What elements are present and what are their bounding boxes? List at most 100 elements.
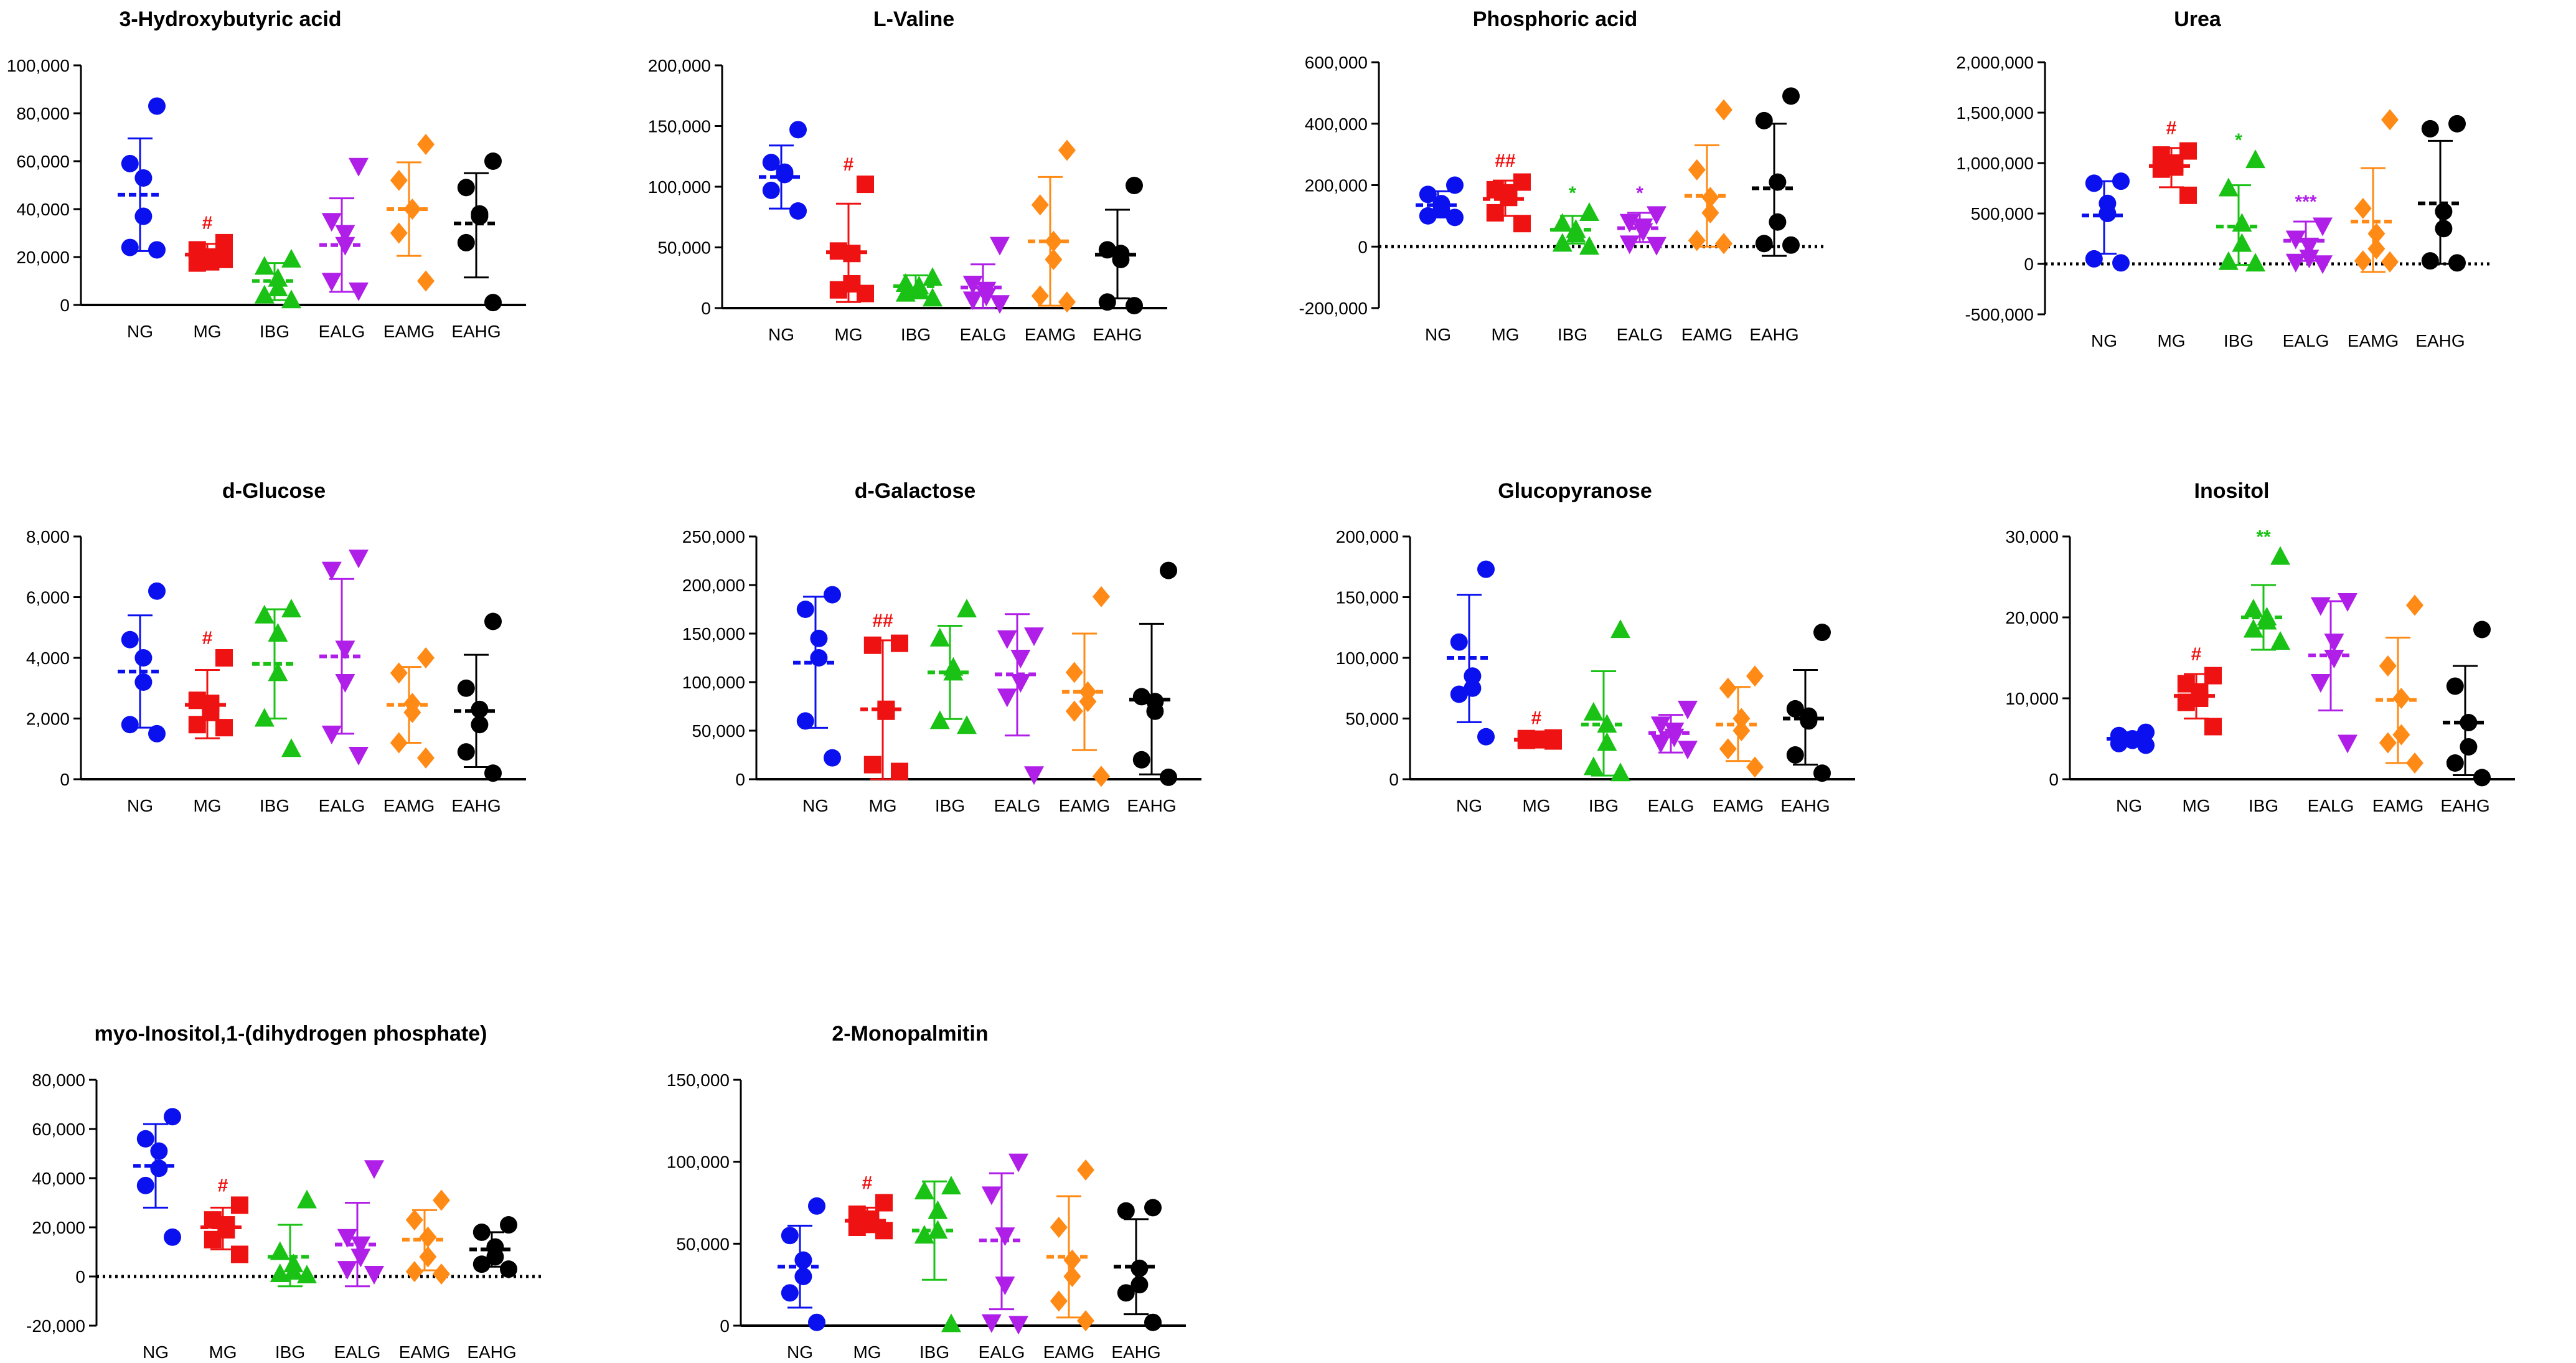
x-tick-label: IBG bbox=[2249, 796, 2278, 815]
data-point bbox=[995, 1276, 1015, 1296]
group-ealg bbox=[979, 1153, 1028, 1335]
significance-label: * bbox=[1569, 183, 1576, 204]
data-point bbox=[781, 1284, 799, 1302]
data-point bbox=[1132, 751, 1150, 769]
x-tick-label: EAMG bbox=[1059, 796, 1110, 815]
group-ng bbox=[133, 1108, 181, 1246]
data-point bbox=[484, 152, 502, 170]
data-point bbox=[215, 649, 233, 667]
significance-label: * bbox=[1636, 183, 1643, 204]
y-tick-label: 200,000 bbox=[1336, 527, 1399, 546]
chart-title: Glucopyranose bbox=[1498, 479, 1652, 503]
data-point bbox=[891, 762, 908, 780]
group-mg: ## bbox=[1483, 151, 1531, 233]
y-tick-label: 1,000,000 bbox=[1956, 154, 2034, 173]
data-point bbox=[1566, 223, 1586, 243]
data-point bbox=[268, 662, 288, 682]
data-point bbox=[1117, 1202, 1135, 1220]
y-tick-label: 100,000 bbox=[7, 56, 70, 75]
group-eamg bbox=[1062, 586, 1110, 787]
data-point bbox=[1610, 762, 1630, 782]
data-point bbox=[2179, 186, 2197, 204]
data-point bbox=[349, 157, 369, 177]
chart-title: myo-Inositol,1-(dihydrogen phosphate) bbox=[95, 1022, 487, 1046]
data-point bbox=[457, 743, 475, 761]
data-point bbox=[2406, 594, 2423, 616]
x-tick-label: NG bbox=[768, 325, 794, 344]
x-tick-label: EALG bbox=[1617, 325, 1663, 344]
data-point bbox=[457, 179, 475, 197]
group-eamg bbox=[1716, 665, 1764, 778]
data-point bbox=[1786, 700, 1804, 718]
data-point bbox=[1746, 756, 1764, 778]
data-point bbox=[2421, 252, 2439, 270]
data-point bbox=[1050, 1290, 1068, 1312]
group-ibg bbox=[252, 599, 301, 757]
chart-panel: d-Galactose 0 50,000 100,000 150,000 200,000 2… bbox=[682, 479, 1201, 815]
data-point bbox=[321, 725, 342, 744]
data-point bbox=[2406, 752, 2423, 774]
x-tick-label: EAMG bbox=[2348, 331, 2399, 350]
data-point bbox=[268, 278, 288, 297]
data-point bbox=[417, 747, 435, 769]
data-point bbox=[808, 1197, 825, 1215]
y-tick-label: 0 bbox=[2049, 770, 2059, 789]
x-tick-label: MG bbox=[193, 322, 221, 341]
group-eahg bbox=[454, 152, 502, 312]
data-point bbox=[2324, 634, 2344, 652]
data-point bbox=[2245, 149, 2265, 169]
chart-panel: 3-Hydroxybutyric acid 0 20,000 40,000 60,000… bbox=[7, 7, 526, 341]
data-point bbox=[390, 222, 408, 244]
x-tick-label: EAHG bbox=[2440, 796, 2489, 815]
data-point bbox=[1688, 159, 1706, 180]
y-tick-label: 0 bbox=[735, 770, 745, 789]
data-point bbox=[2204, 667, 2222, 685]
data-point bbox=[2310, 674, 2331, 693]
group-ng bbox=[1416, 176, 1464, 227]
x-tick-label: EAMG bbox=[1681, 325, 1732, 344]
data-point bbox=[2137, 723, 2155, 741]
data-point bbox=[283, 1261, 304, 1280]
x-tick-label: IBG bbox=[935, 796, 965, 815]
y-tick-label: 150,000 bbox=[648, 117, 711, 136]
x-tick-label: IBG bbox=[901, 325, 931, 344]
data-point bbox=[268, 623, 288, 642]
data-point bbox=[1077, 1159, 1094, 1181]
data-point bbox=[2367, 238, 2386, 260]
data-point bbox=[1098, 293, 1116, 311]
data-point bbox=[335, 640, 355, 660]
data-point bbox=[1678, 700, 1698, 719]
data-point bbox=[990, 295, 1010, 314]
group-ealg bbox=[995, 613, 1044, 785]
x-tick-label: EALG bbox=[994, 796, 1041, 815]
x-tick-label: NG bbox=[802, 796, 829, 815]
data-point bbox=[231, 1196, 248, 1214]
data-point bbox=[2446, 677, 2464, 695]
data-point bbox=[863, 756, 881, 774]
y-tick-label: 200,000 bbox=[682, 576, 745, 595]
data-point bbox=[1732, 720, 1751, 741]
data-point bbox=[2354, 250, 2372, 272]
data-point bbox=[150, 1142, 168, 1160]
data-point bbox=[134, 649, 153, 667]
data-point bbox=[2313, 255, 2333, 274]
y-tick-label: 0 bbox=[1389, 770, 1399, 789]
data-point bbox=[148, 97, 166, 115]
data-point bbox=[1633, 223, 1653, 242]
data-point bbox=[335, 674, 355, 693]
data-point bbox=[433, 1189, 450, 1211]
x-tick-label: MG bbox=[193, 796, 221, 815]
data-point bbox=[1093, 766, 1110, 787]
data-point bbox=[1477, 560, 1495, 578]
data-point bbox=[1160, 768, 1177, 786]
data-point bbox=[1446, 176, 1464, 194]
data-point bbox=[1619, 235, 1640, 255]
data-point bbox=[2085, 174, 2103, 192]
data-point bbox=[781, 1227, 799, 1245]
x-tick-label: EALG bbox=[319, 796, 365, 815]
data-point bbox=[321, 213, 342, 232]
data-point bbox=[2421, 119, 2439, 138]
group-ibg: * bbox=[2216, 130, 2265, 272]
data-point bbox=[1077, 1310, 1094, 1332]
data-point bbox=[2435, 220, 2453, 238]
